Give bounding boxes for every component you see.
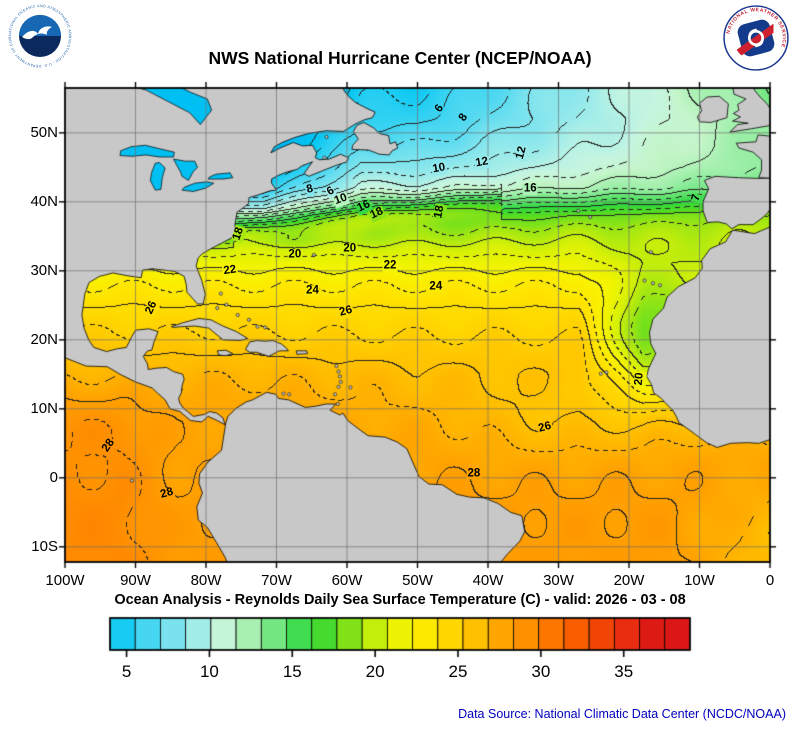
x-tick-label: 60W: [331, 572, 363, 589]
x-tick-label: 30W: [543, 572, 574, 589]
map-caption: Ocean Analysis - Reynolds Daily Sea Surf…: [114, 592, 686, 608]
x-tick-label: 80W: [190, 572, 222, 589]
x-tick-label: 90W: [120, 572, 151, 589]
colorbar: 5 10 15 20 25 30 35: [95, 616, 705, 694]
contour-label: 16: [522, 182, 538, 196]
x-tick-label: 40W: [472, 572, 504, 589]
y-tick-label: 0: [49, 468, 58, 486]
colorbar-tick-label: 15: [282, 662, 302, 681]
nws-emblem-icon: NATIONAL WEATHER SERVICE: [723, 5, 789, 71]
noaa-gull-icon: [22, 26, 52, 40]
y-tick-label: 40N: [30, 192, 58, 210]
y-tick-label: 10N: [30, 399, 58, 417]
x-tick-label: 50W: [402, 572, 433, 589]
noaa-logo: NATIONAL OCEANIC AND ATMOSPHERIC ADMINIS…: [6, 1, 72, 68]
contour-label: 28: [466, 466, 482, 480]
contour-labels-layer: 6 8 10 12 12 16 8 6 10 16 18 18 18 20 20 22 22 24 24 26 26 26…: [55, 80, 780, 572]
x-tick-label: 70W: [261, 572, 292, 589]
y-tick-label: 10S: [31, 537, 58, 555]
contour-label: 24: [305, 284, 320, 297]
x-axis-tick-labels: 100W 90W 80W 70W 60W 50W 40W 30W 20W 10W 0: [45, 80, 780, 589]
colorbar-tick-label: 30: [531, 662, 551, 681]
sst-map: 6 8 10 12 12 16 8 6 10 16 18 18 18 20 20 22 22 24 24 26 26 26…: [30, 80, 780, 589]
colorbar-tick-label: 5: [121, 662, 132, 681]
nws-red-band: [734, 23, 774, 61]
y-axis-tick-labels: 50N 40N 30N 20N 10N 0 10S: [30, 80, 780, 572]
x-tick-label: 20W: [613, 572, 645, 589]
colorbar-tick-label: 25: [448, 662, 468, 681]
contour-label: 24: [428, 280, 444, 294]
colorbar-canvas: [95, 616, 705, 660]
colorbar-tick-label: 35: [614, 662, 634, 681]
nws-logo: NATIONAL WEATHER SERVICE: [722, 4, 790, 72]
map-canvas: [55, 80, 780, 572]
contour-label: 20: [287, 248, 303, 261]
y-tick-label: 20N: [30, 330, 58, 348]
colorbar-tick-label: 10: [199, 662, 219, 681]
x-tick-label: 0: [765, 572, 775, 589]
x-tick-label: 100W: [45, 572, 85, 589]
page-title: NWS National Hurricane Center (NCEP/NOAA…: [208, 48, 592, 68]
contour-label: 20: [342, 242, 358, 255]
noaa-emblem-icon: NATIONAL OCEANIC AND ATMOSPHERIC ADMINIS…: [6, 1, 71, 68]
contour-label: 22: [382, 259, 398, 272]
y-tick-label: 30N: [30, 261, 58, 279]
x-tick-label: 10W: [684, 572, 715, 589]
data-source-credit: Data Source: National Climatic Data Cent…: [458, 707, 786, 721]
colorbar-tick-label: 20: [365, 662, 385, 681]
y-tick-label: 50N: [30, 123, 58, 141]
